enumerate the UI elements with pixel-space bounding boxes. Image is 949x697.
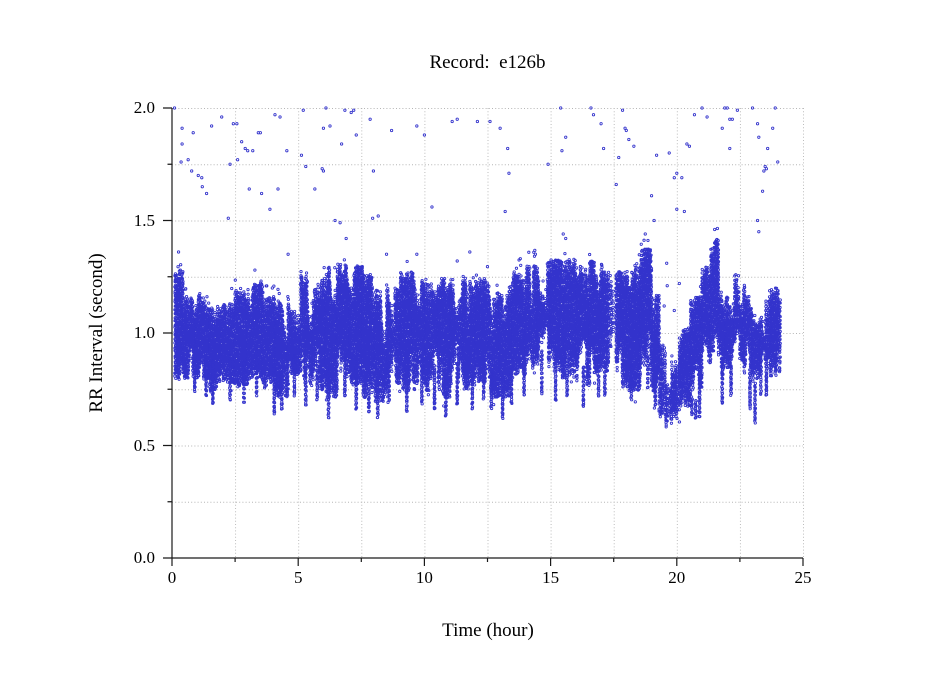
y-tick-label: 1.5 (133, 210, 155, 230)
y-tick-label: 0.0 (133, 548, 155, 567)
x-axis-label: Time (hour) (442, 620, 534, 641)
x-tick-label: 25 (794, 568, 812, 587)
x-tick-label: 5 (293, 568, 303, 587)
x-tick-label: 20 (668, 568, 686, 587)
chart-title: Record: e126b (429, 52, 546, 73)
x-tick-label: 0 (167, 568, 177, 587)
y-axis-label: RR Interval (second) (86, 253, 107, 413)
x-tick-label: 10 (415, 568, 433, 587)
y-tick-label: 1.0 (133, 323, 155, 342)
y-tick-label: 0.5 (133, 435, 155, 455)
y-tick-label: 2.0 (133, 98, 155, 117)
x-tick-label: 15 (542, 568, 560, 587)
